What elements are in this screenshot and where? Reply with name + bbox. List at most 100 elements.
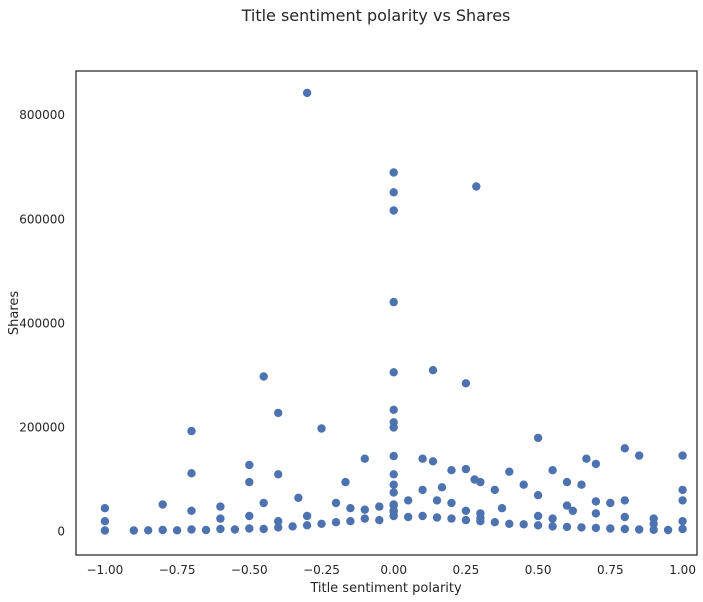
data-point	[447, 498, 456, 508]
data-point	[302, 521, 312, 530]
data-point	[620, 496, 629, 505]
data-point	[187, 426, 196, 436]
data-point	[562, 501, 572, 510]
data-point	[389, 507, 398, 516]
data-point	[389, 405, 398, 414]
data-point	[187, 525, 196, 534]
data-point	[360, 505, 369, 514]
data-point	[533, 433, 543, 443]
data-point	[548, 466, 557, 475]
data-point	[274, 470, 283, 479]
data-point	[389, 451, 398, 461]
x-axis-label: Title sentiment polarity	[309, 581, 462, 596]
data-point	[505, 467, 514, 476]
y-tick-label: 800000	[19, 108, 65, 122]
data-point	[447, 466, 456, 475]
data-point	[389, 188, 398, 197]
data-point	[389, 423, 398, 432]
data-point	[245, 460, 254, 470]
x-tick-label: 0.00	[380, 563, 407, 577]
data-points	[100, 88, 687, 535]
chart-title: Title sentiment polarity vs Shares	[241, 6, 511, 25]
data-point	[577, 480, 586, 489]
data-point	[678, 517, 687, 526]
data-point	[620, 512, 629, 522]
data-point	[389, 488, 398, 497]
data-point	[259, 372, 268, 381]
data-point	[533, 511, 543, 521]
data-point	[274, 523, 283, 532]
data-point	[389, 500, 398, 509]
data-point	[577, 523, 586, 532]
data-point	[432, 513, 442, 522]
x-axis-ticks: −1.00 −0.75 −0.50 −0.25 0.00 0.25 0.50 0.75 1.00	[87, 563, 696, 577]
data-point	[230, 525, 240, 534]
x-tick-label: −0.75	[159, 563, 196, 577]
data-point	[591, 459, 601, 469]
data-point	[418, 485, 427, 495]
x-tick-label: 0.50	[525, 563, 552, 577]
data-point	[129, 526, 138, 535]
data-point	[418, 511, 427, 521]
data-point	[562, 522, 572, 532]
data-point	[245, 477, 254, 487]
data-point	[461, 379, 471, 388]
data-point	[591, 509, 601, 518]
data-point	[606, 524, 615, 533]
data-point	[274, 517, 283, 526]
data-point	[620, 444, 629, 453]
data-point	[341, 477, 350, 487]
data-point	[389, 480, 398, 489]
data-point	[288, 522, 297, 531]
data-point	[533, 491, 543, 500]
data-point	[620, 524, 629, 534]
data-point	[144, 526, 153, 535]
y-tick-label: 200000	[19, 421, 65, 435]
data-point	[635, 451, 644, 460]
data-point	[201, 525, 211, 535]
data-point	[497, 504, 507, 513]
y-axis-ticks: 0 200000 400000 600000 800000	[19, 108, 65, 538]
y-axis-label: Shares	[7, 291, 22, 336]
data-point	[389, 470, 398, 479]
x-tick-label: −0.50	[231, 563, 268, 577]
data-point	[360, 514, 369, 523]
data-point	[317, 424, 326, 433]
data-point	[476, 477, 485, 487]
data-point	[418, 454, 427, 463]
y-tick-label: 600000	[19, 212, 65, 226]
data-point	[216, 524, 225, 534]
data-point	[259, 498, 268, 508]
x-tick-label: 0.25	[453, 563, 480, 577]
data-point	[158, 500, 167, 509]
data-point	[490, 485, 499, 495]
data-point	[331, 498, 341, 508]
data-point	[649, 519, 658, 528]
data-point	[375, 502, 384, 511]
data-point	[568, 506, 577, 515]
x-tick-label: 1.00	[669, 563, 696, 577]
data-point	[649, 525, 658, 534]
data-point	[187, 506, 196, 515]
data-point	[294, 493, 303, 502]
data-point	[635, 525, 644, 534]
data-point	[562, 477, 572, 487]
data-point	[360, 454, 369, 463]
data-point	[375, 515, 384, 525]
data-point	[428, 457, 438, 466]
data-point	[302, 88, 312, 98]
data-point	[172, 526, 182, 535]
data-point	[461, 506, 471, 515]
data-point	[461, 515, 471, 525]
data-point	[476, 513, 485, 523]
data-point	[678, 485, 687, 495]
data-point	[187, 469, 196, 478]
data-point	[389, 368, 398, 377]
data-point	[432, 496, 442, 505]
data-point	[548, 514, 557, 523]
y-tick-label: 400000	[19, 316, 65, 330]
data-point	[259, 524, 268, 534]
data-point	[216, 514, 225, 523]
data-point	[591, 523, 601, 533]
